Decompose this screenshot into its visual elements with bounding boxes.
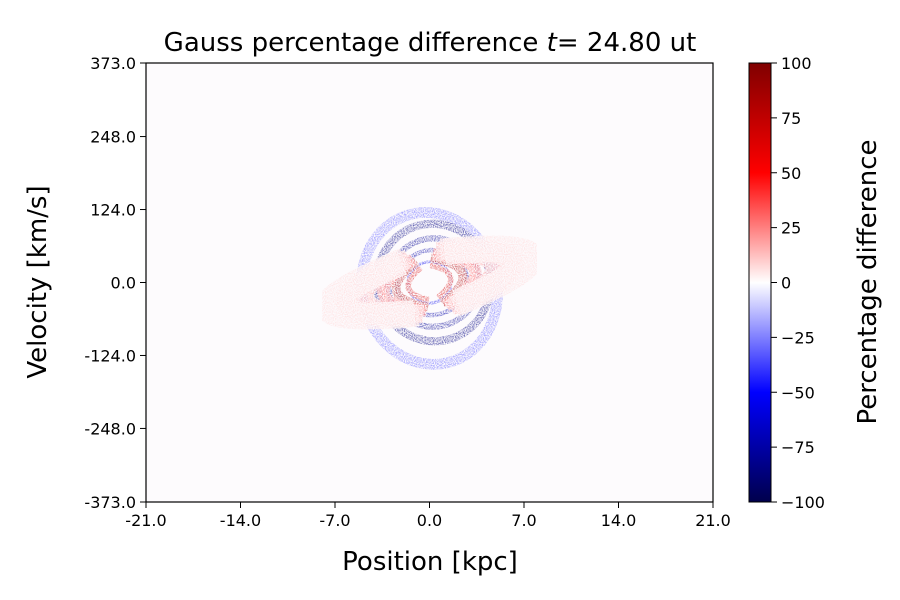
heatmap-layer xyxy=(315,207,544,370)
plot-background xyxy=(146,63,713,502)
y-tick-label: 248.0 xyxy=(90,128,136,147)
chart-title-time-value: 24.80 xyxy=(587,28,661,58)
colorbar-tick-label: 25 xyxy=(781,219,801,238)
x-tick-label: -14.0 xyxy=(220,511,261,530)
colorbar-tick-label: −50 xyxy=(781,383,815,402)
y-tick-label: 373.0 xyxy=(90,54,136,73)
colorbar-axis: −100 −75 −50 −25 0 25 50 75 100 xyxy=(771,54,825,512)
y-tick-label: -124.0 xyxy=(84,346,136,365)
heatmap-arc-10-right xyxy=(443,235,544,316)
colorbar-tick-label: −25 xyxy=(781,328,815,347)
colorbar-tick-label: −75 xyxy=(781,438,815,457)
x-tick-label: -21.0 xyxy=(125,511,166,530)
chart-title-time-eq: = xyxy=(557,28,579,58)
heatmap-arc-10-left xyxy=(315,249,416,330)
heatmap-arc-6-left xyxy=(405,265,430,303)
x-tick-label: 21.0 xyxy=(695,511,731,530)
colorbar-tick-label: 0 xyxy=(781,274,791,293)
x-tick-label: 0.0 xyxy=(417,511,442,530)
y-axis: -373.0 -248.0 -124.0 0.0 124.0 248.0 373.0 xyxy=(84,54,146,512)
chart-title-time-symbol: t xyxy=(547,28,558,58)
chart-title-text: Gauss percentage difference xyxy=(164,28,539,58)
x-tick-label: 14.0 xyxy=(601,511,637,530)
colorbar-tick-label: −100 xyxy=(781,493,825,512)
chart-title: Gauss percentage difference t= 24.80 ut xyxy=(164,28,697,58)
chart-title-time-unit: ut xyxy=(670,28,697,58)
colorbar-tick-label: 50 xyxy=(781,164,801,183)
colorbar-label: Percentage difference xyxy=(853,139,883,424)
colorbar-tick-label: 75 xyxy=(781,109,801,128)
y-tick-label: 124.0 xyxy=(90,201,136,220)
y-tick-label: 0.0 xyxy=(111,274,136,293)
y-tick-label: -373.0 xyxy=(84,493,136,512)
y-tick-label: -248.0 xyxy=(84,419,136,438)
x-axis: -21.0 -14.0 -7.0 0.0 7.0 14.0 21.0 xyxy=(125,502,731,530)
colorbar-tick-label: 100 xyxy=(781,54,812,73)
x-tick-label: -7.0 xyxy=(319,511,350,530)
x-tick-label: 7.0 xyxy=(511,511,536,530)
x-axis-label: Position [kpc] xyxy=(342,547,518,577)
heatmap-arc-6-right xyxy=(429,262,454,300)
colorbar xyxy=(748,62,772,503)
y-axis-label: Velocity [km/s] xyxy=(23,185,53,378)
